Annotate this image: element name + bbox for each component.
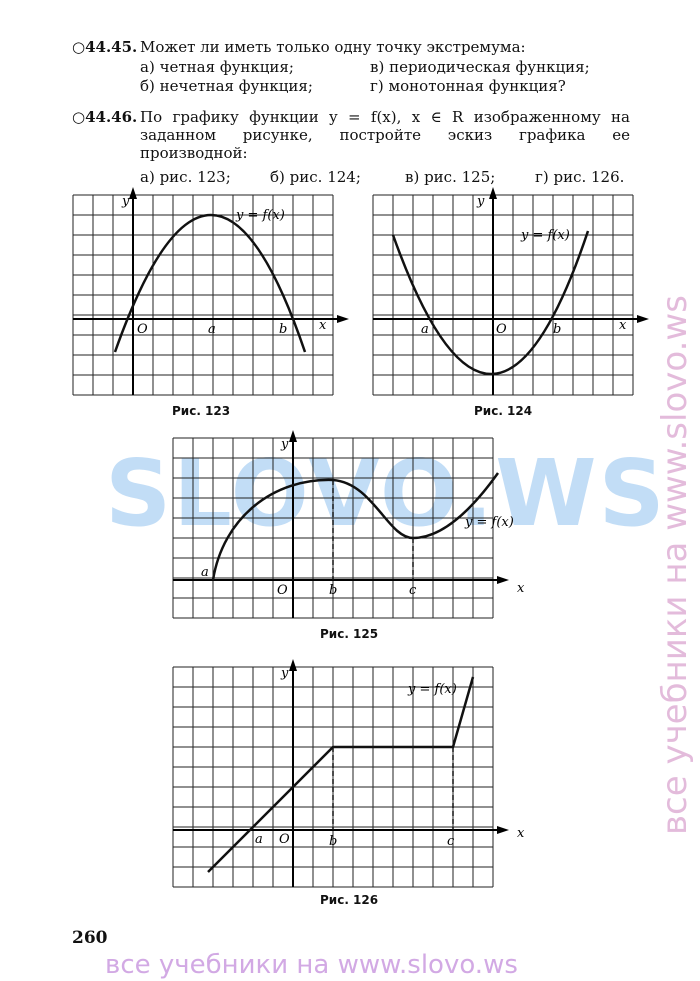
arrow xyxy=(497,826,509,834)
point-label: a xyxy=(201,565,209,580)
origin-label: O xyxy=(496,322,507,337)
point-label: b xyxy=(553,322,561,337)
problem-number: ○44.46. xyxy=(72,108,138,126)
side-watermark: все учебники на www.slovo.ws xyxy=(655,295,695,835)
point-label: b xyxy=(329,834,337,849)
function-label: y = f(x) xyxy=(235,208,285,223)
option: а) рис. 123; xyxy=(140,168,231,186)
figure: y y = f(x) a O b c x xyxy=(172,659,525,888)
option: б) нечетная функция; xyxy=(140,77,313,95)
footer-watermark: все учебники на www.slovo.ws xyxy=(105,950,518,980)
point-label: c xyxy=(447,834,455,849)
option: г) монотонная функция? xyxy=(370,77,566,95)
curve xyxy=(211,472,500,581)
axis-label: y xyxy=(121,194,130,209)
arrow xyxy=(497,576,509,584)
origin-label: O xyxy=(137,322,148,337)
origin-label: O xyxy=(279,832,290,847)
point-label: a xyxy=(208,322,216,337)
arrow xyxy=(289,430,297,442)
page-number: 260 xyxy=(72,928,108,948)
curve xyxy=(207,676,475,873)
option: в) периодическая функция; xyxy=(370,58,590,76)
figure: y y = f(x) O a b x xyxy=(72,187,349,396)
caption: Рис. 125 xyxy=(320,627,379,641)
axis-label: x xyxy=(619,318,627,333)
caption: Рис. 126 xyxy=(320,893,379,907)
arrow xyxy=(489,187,497,199)
point-label: a xyxy=(255,832,263,847)
function-label: y = f(x) xyxy=(464,515,514,530)
axis-label: x xyxy=(517,581,525,596)
caption: Рис. 123 xyxy=(172,404,231,418)
option: в) рис. 125; xyxy=(405,168,496,186)
figure: y y = f(x) a O b c x xyxy=(172,430,525,619)
problem-number: ○44.45. xyxy=(72,38,138,56)
option: б) рис. 124; xyxy=(270,168,361,186)
axis-label: y xyxy=(476,194,485,209)
arrow xyxy=(337,315,349,323)
arrow xyxy=(129,187,137,199)
function-label: y = f(x) xyxy=(407,682,457,697)
function-label: y = f(x) xyxy=(520,228,570,243)
curve xyxy=(391,230,590,376)
option: г) рис. 126. xyxy=(535,168,625,186)
option: а) четная функция; xyxy=(140,58,294,76)
arrow xyxy=(289,659,297,671)
point-label: a xyxy=(421,322,429,337)
figure: y y = f(x) a O b x xyxy=(372,187,649,396)
origin-label: O xyxy=(277,583,288,598)
arrow xyxy=(637,315,649,323)
point-label: b xyxy=(329,583,337,598)
axis-label: y xyxy=(280,437,289,452)
caption: Рис. 124 xyxy=(474,404,533,418)
axis-label: x xyxy=(517,826,525,841)
axis-label: y xyxy=(280,666,289,681)
axis-label: x xyxy=(319,318,327,333)
point-label: b xyxy=(279,322,287,337)
curve xyxy=(113,213,307,353)
problem-text: Может ли иметь только одну точку экстрем… xyxy=(140,38,526,56)
point-label: c xyxy=(409,583,417,598)
problem-text: По графику функции y = f(x), x ∈ R изобр… xyxy=(140,108,630,162)
